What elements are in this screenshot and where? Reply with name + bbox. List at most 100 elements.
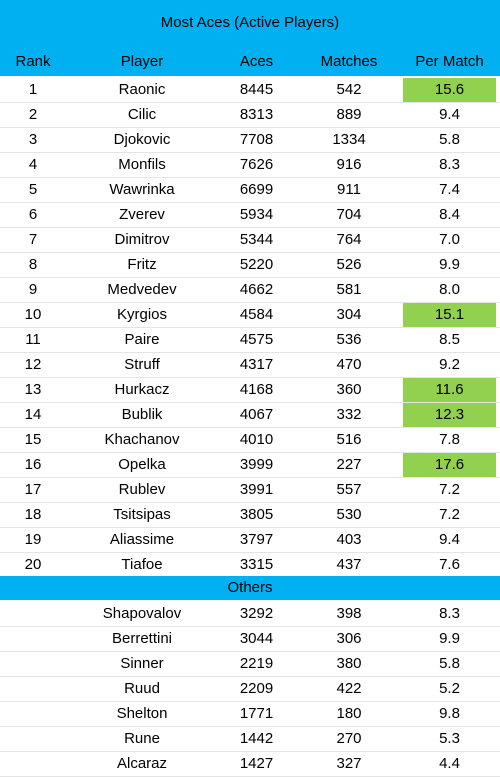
player-cell: Khachanov xyxy=(104,431,180,448)
player-cell: Wawrinka xyxy=(109,181,175,198)
player-cell: Ruud xyxy=(124,680,160,697)
aces-cell: 3999 xyxy=(239,456,274,473)
player-cell: Shelton xyxy=(116,705,168,722)
table-row: Rune 1442 270 5.3 xyxy=(0,726,500,752)
player-cell: Alcaraz xyxy=(116,755,168,772)
rank-cell: 5 xyxy=(28,181,38,198)
rank-cell: 20 xyxy=(24,556,42,573)
rank-cell: 2 xyxy=(28,106,38,123)
table-row: 7 Dimitrov 5344 764 7.0 xyxy=(0,227,500,253)
player-cell: Tiafoe xyxy=(121,556,163,573)
player-cell: Rune xyxy=(124,730,160,747)
player-cell: Rublev xyxy=(118,481,166,498)
aces-cell: 1771 xyxy=(239,705,274,722)
per-match-cell: 15.1 xyxy=(403,303,496,327)
title-bar: Most Aces (Active Players) xyxy=(0,0,500,50)
matches-cell: 327 xyxy=(336,755,362,772)
per-match-cell: 9.8 xyxy=(439,705,460,722)
header-rank: Rank xyxy=(15,53,51,70)
per-match-cell: 12.3 xyxy=(403,403,496,427)
rank-cell: 12 xyxy=(24,356,42,373)
matches-cell: 1334 xyxy=(332,131,366,148)
aces-cell: 3797 xyxy=(239,531,274,548)
table-row: 2 Cilic 8313 889 9.4 xyxy=(0,102,500,128)
matches-cell: 360 xyxy=(336,381,362,398)
player-cell: Fritz xyxy=(127,256,157,273)
table-row: 12 Struff 4317 470 9.2 xyxy=(0,352,500,378)
rank-cell: 6 xyxy=(28,206,38,223)
table-row: 13 Hurkacz 4168 360 11.6 xyxy=(0,377,500,403)
aces-cell: 4067 xyxy=(239,406,274,423)
per-match-cell: 5.8 xyxy=(439,655,460,672)
table-row: 6 Zverev 5934 704 8.4 xyxy=(0,202,500,228)
per-match-cell: 7.8 xyxy=(439,431,460,448)
per-match-cell: 4.4 xyxy=(439,755,460,772)
table-row: 14 Bublik 4067 332 12.3 xyxy=(0,402,500,428)
table-row: Shapovalov 3292 398 8.3 xyxy=(0,601,500,627)
per-match-cell: 5.2 xyxy=(439,680,460,697)
per-match-cell: 9.4 xyxy=(439,106,460,123)
table-row: 16 Opelka 3999 227 17.6 xyxy=(0,452,500,478)
rank-cell: 9 xyxy=(28,281,38,298)
per-match-cell: 8.4 xyxy=(439,206,460,223)
aces-cell: 1442 xyxy=(239,730,274,747)
table-row: 15 Khachanov 4010 516 7.8 xyxy=(0,427,500,453)
aces-cell: 7626 xyxy=(239,156,274,173)
rank-cell: 4 xyxy=(28,156,38,173)
player-cell: Dimitrov xyxy=(114,231,170,248)
per-match-cell: 8.0 xyxy=(439,281,460,298)
table-row: Berrettini 3044 306 9.9 xyxy=(0,626,500,652)
rank-cell: 1 xyxy=(28,81,38,98)
table-row: Alcaraz 1427 327 4.4 xyxy=(0,751,500,777)
table-row: 10 Kyrgios 4584 304 15.1 xyxy=(0,302,500,328)
rank-cell: 19 xyxy=(24,531,42,548)
player-cell: Berrettini xyxy=(111,630,173,647)
matches-cell: 526 xyxy=(336,256,362,273)
aces-cell: 8445 xyxy=(239,81,274,98)
rank-cell: 16 xyxy=(24,456,42,473)
rank-cell: 3 xyxy=(28,131,38,148)
player-cell: Bublik xyxy=(121,406,163,423)
rank-cell: 18 xyxy=(24,506,42,523)
table-row: 3 Djokovic 7708 1334 5.8 xyxy=(0,127,500,153)
rank-cell: 7 xyxy=(28,231,38,248)
table-title: Most Aces (Active Players) xyxy=(160,14,340,31)
player-cell: Medvedev xyxy=(107,281,177,298)
matches-cell: 227 xyxy=(336,456,362,473)
header-per-match: Per Match xyxy=(415,53,484,70)
per-match-cell: 8.3 xyxy=(439,605,460,622)
aces-cell: 4584 xyxy=(239,306,274,323)
per-match-cell: 9.9 xyxy=(439,630,460,647)
matches-cell: 304 xyxy=(336,306,362,323)
per-match-cell: 8.5 xyxy=(439,331,460,348)
player-cell: Aliassime xyxy=(109,531,175,548)
matches-cell: 398 xyxy=(336,605,362,622)
player-cell: Cilic xyxy=(127,106,157,123)
aces-cell: 3805 xyxy=(239,506,274,523)
matches-cell: 704 xyxy=(336,206,362,223)
per-match-cell: 8.3 xyxy=(439,156,460,173)
per-match-cell: 7.4 xyxy=(439,181,460,198)
aces-cell: 3315 xyxy=(239,556,274,573)
per-match-cell: 7.6 xyxy=(439,556,460,573)
player-cell: Raonic xyxy=(118,81,166,98)
player-cell: Paire xyxy=(124,331,160,348)
player-cell: Kyrgios xyxy=(116,306,168,323)
aces-cell: 3292 xyxy=(239,605,274,622)
aces-cell: 4317 xyxy=(239,356,274,373)
header-player: Player xyxy=(120,53,164,70)
per-match-cell: 9.9 xyxy=(439,256,460,273)
matches-cell: 581 xyxy=(336,281,362,298)
table-row: 11 Paire 4575 536 8.5 xyxy=(0,327,500,353)
table-row: 18 Tsitsipas 3805 530 7.2 xyxy=(0,502,500,528)
aces-cell: 3991 xyxy=(239,481,274,498)
player-cell: Sinner xyxy=(120,655,164,672)
rank-cell: 11 xyxy=(25,331,41,348)
matches-cell: 422 xyxy=(336,680,362,697)
rank-cell: 10 xyxy=(24,306,42,323)
aces-cell: 5220 xyxy=(239,256,274,273)
per-match-cell: 11.6 xyxy=(403,378,496,402)
per-match-cell: 9.4 xyxy=(439,531,460,548)
per-match-cell: 5.3 xyxy=(439,730,460,747)
table-row: 20 Tiafoe 3315 437 7.6 xyxy=(0,552,500,578)
